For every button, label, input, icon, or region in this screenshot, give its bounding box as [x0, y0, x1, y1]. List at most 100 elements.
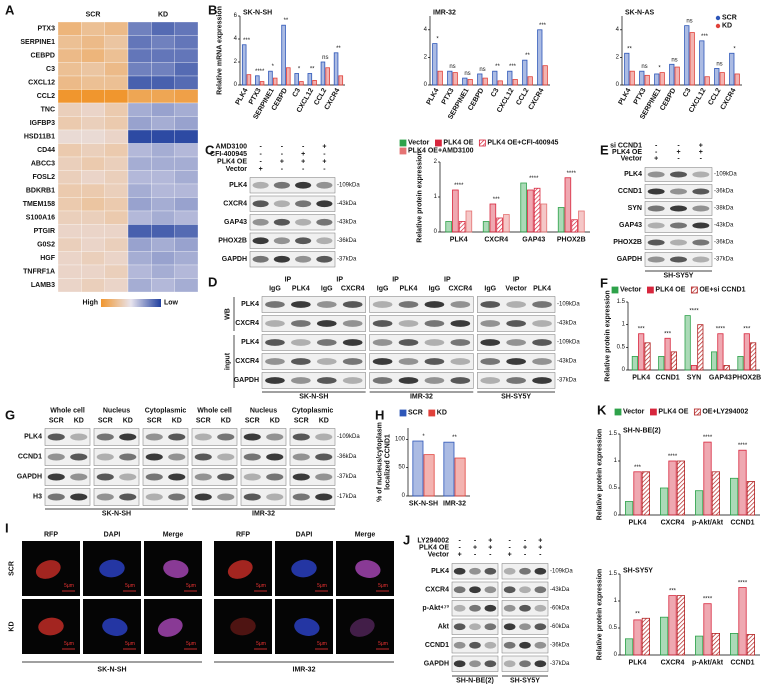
- band: [342, 358, 363, 365]
- condition-sign: -: [677, 156, 680, 163]
- heatmap-cell: [127, 264, 152, 279]
- band: [273, 218, 290, 226]
- gene-label: CD44: [37, 147, 55, 154]
- band: [342, 301, 363, 308]
- band: [96, 473, 114, 481]
- kda-label: -109kDa: [337, 182, 360, 188]
- group-label: IP: [444, 277, 451, 284]
- x-tick-label: C3: [292, 87, 303, 98]
- bar: [325, 67, 330, 86]
- heatmap-cell: [57, 35, 82, 50]
- heatmap-cell: [174, 116, 199, 131]
- x-tick-label: C3: [682, 87, 693, 98]
- y-axis-label: Relative mRNA expression: [217, 6, 224, 95]
- significance: *: [272, 64, 275, 70]
- band: [372, 339, 393, 346]
- heatmap-cell: [127, 89, 152, 104]
- significance: ***: [701, 34, 709, 40]
- kda-label: -37kDa: [550, 661, 570, 667]
- bar: [633, 471, 642, 516]
- condition-label: si CCND1: [610, 143, 642, 150]
- heatmap-cell: [104, 89, 129, 104]
- lane-label: IgG: [377, 286, 389, 293]
- band: [484, 567, 497, 575]
- row-label: PLK4: [624, 171, 642, 178]
- heatmap-cell: [104, 224, 129, 239]
- condition-label: CFI-400945: [210, 151, 247, 158]
- heatmap-cell: [81, 197, 105, 212]
- band: [292, 453, 310, 461]
- condition-sign: -: [655, 143, 658, 150]
- significance: *: [733, 46, 736, 52]
- band: [534, 641, 547, 649]
- row-label: PLK4: [229, 182, 247, 189]
- panel-label: J: [403, 533, 410, 548]
- membrane: [477, 296, 556, 313]
- group-label: Whole cell: [197, 408, 232, 415]
- band: [532, 358, 552, 365]
- condition-sign: +: [322, 144, 326, 151]
- band: [692, 222, 710, 229]
- heatmap-cell: [127, 156, 152, 171]
- heatmap-cell: [174, 197, 199, 212]
- condition-sign: -: [655, 149, 658, 156]
- legend-swatch: [647, 286, 654, 294]
- band: [480, 358, 501, 365]
- bar: [492, 70, 498, 86]
- column-group-label: KD: [158, 12, 168, 19]
- heatmap-cell: [104, 170, 129, 185]
- kda-label: -37kDa: [337, 256, 357, 262]
- panel-label: G: [5, 408, 15, 423]
- group-label: Nucleus: [103, 408, 130, 415]
- condition-sign: +: [301, 151, 305, 158]
- chart-title: SK-N-AS: [625, 10, 654, 17]
- membrane: [261, 334, 366, 351]
- row-label: GAPDH: [424, 660, 449, 667]
- heatmap-cell: [151, 48, 175, 63]
- legend-label: OE+LY294002: [702, 409, 748, 416]
- bar: [520, 182, 527, 233]
- membrane: [249, 177, 336, 194]
- bar: [512, 79, 518, 86]
- condition-sign: -: [323, 166, 326, 173]
- band: [295, 237, 312, 245]
- heatmap-cell: [57, 224, 82, 239]
- band: [424, 320, 445, 327]
- condition-sign: +: [458, 552, 462, 559]
- band: [295, 218, 312, 226]
- group-label: Cytoplasmic: [145, 408, 187, 415]
- band: [291, 377, 311, 384]
- kda-label: -60kDa: [550, 605, 570, 611]
- band: [316, 377, 337, 384]
- cell-signal: [291, 559, 317, 578]
- heatmap-cell: [151, 278, 175, 293]
- condition-sign: -: [508, 538, 511, 545]
- significance: ns: [322, 55, 328, 61]
- heatmap-cell: [127, 48, 152, 63]
- heatmap-cell: [174, 35, 199, 50]
- group-label: Nucleus: [250, 408, 277, 415]
- band: [503, 567, 516, 575]
- condition-sign: +: [488, 545, 492, 552]
- band: [316, 320, 337, 327]
- kda-label: -37kDa: [714, 257, 734, 263]
- band: [670, 239, 687, 246]
- row-label: GAP43: [224, 219, 247, 226]
- column-label: Merge: [163, 532, 184, 539]
- y-tick-label: 2: [424, 54, 428, 60]
- legend-swatch: [399, 139, 407, 147]
- band: [292, 473, 310, 481]
- bar: [690, 365, 698, 371]
- heatmap-cell: [81, 224, 105, 239]
- kda-label: -43kDa: [550, 587, 570, 593]
- y-tick-label: 4: [234, 36, 238, 42]
- heatmap-cell: [174, 170, 199, 185]
- x-tick-label: CXCR4: [661, 520, 685, 527]
- legend-label: Vector: [620, 287, 642, 294]
- legend-swatch: [611, 286, 619, 294]
- band: [96, 453, 114, 461]
- heatmap-cell: [81, 48, 105, 63]
- bar: [465, 210, 473, 233]
- heatmap-cell: [57, 116, 82, 131]
- bar: [644, 74, 650, 86]
